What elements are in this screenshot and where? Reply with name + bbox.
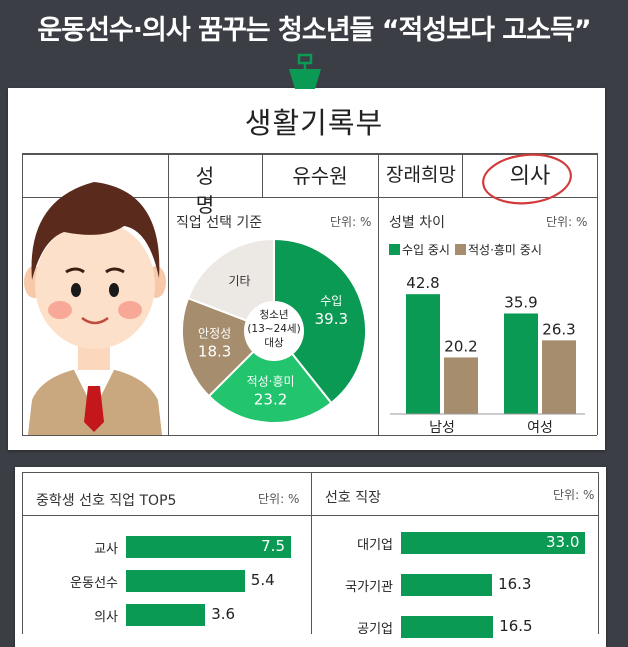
paper-clip-icon <box>289 53 321 89</box>
red-circle-mark <box>482 153 572 205</box>
pie-slice-value: 18.3 <box>198 343 231 361</box>
name-label: 성 명 <box>195 164 237 217</box>
pie-slice <box>186 237 275 333</box>
record-title: 생활기록부 <box>244 106 384 140</box>
workplace-unit: 단위: % <box>553 488 595 502</box>
pie-center-label: (13~24세) <box>247 323 300 335</box>
gender-category-label: 남성 <box>429 420 455 435</box>
top5-bar-value: 5.4 <box>250 571 275 589</box>
legend-swatch-aptitude <box>455 244 466 255</box>
gender-title: 성별 차이 <box>389 215 445 231</box>
work-category-label: 공기업 <box>357 622 393 637</box>
pie-slice-label: 수입 <box>320 294 342 308</box>
gender-bar-value: 35.9 <box>504 293 537 311</box>
top5-category-label: 교사 <box>94 542 118 557</box>
bottom-left-top-border <box>22 472 311 473</box>
legend-income: 수입 중시 <box>402 243 450 257</box>
top5-bar <box>126 536 291 558</box>
top5-bar-value: 3.6 <box>211 605 236 623</box>
bottom-right-border <box>598 472 599 634</box>
table-divider-middle <box>378 153 379 435</box>
bottom-right-top-border <box>311 472 598 473</box>
pie-slice-value: 23.2 <box>254 391 287 409</box>
top5-category-label: 운동선수 <box>70 576 118 591</box>
gender-bar <box>406 294 440 414</box>
pie-unit: 단위: % <box>330 215 372 229</box>
gender-bar-value: 42.8 <box>406 274 439 292</box>
table-divider-name <box>262 153 263 197</box>
pie-slice-label: 기타 <box>229 274 251 288</box>
work-bar-value: 16.3 <box>498 575 532 593</box>
pie-slice-label: 적성·흥미 <box>247 375 295 389</box>
bottom-left-header-line <box>22 515 311 516</box>
gender-bar-value: 26.3 <box>542 320 575 338</box>
table-border-bottom <box>22 435 597 436</box>
gender-bar-value: 20.2 <box>444 337 477 355</box>
pie-title: 직업 선택 기준 <box>176 215 263 231</box>
headline: 운동선수·의사 꿈꾸는 청소년들 “적성보다 고소득” <box>37 15 591 46</box>
table-divider-hope <box>462 153 463 197</box>
hope-value: 의사 <box>509 164 551 189</box>
pie-center-label: 대상 <box>264 337 284 349</box>
table-border-left <box>22 153 23 435</box>
pie-center-hole <box>244 301 304 361</box>
pie-slice <box>207 329 333 424</box>
record-sheet-bottom <box>15 467 606 647</box>
gender-bar <box>504 313 538 414</box>
top5-title: 중학생 선호 직업 TOP5 <box>36 493 177 509</box>
legend-swatch-income <box>389 244 400 255</box>
top5-bar-value: 7.5 <box>261 537 285 555</box>
table-row-divider <box>22 197 597 198</box>
work-bar <box>401 574 493 596</box>
gender-bar <box>444 357 478 414</box>
legend-aptitude: 적성·흥미 중시 <box>468 243 542 257</box>
gender-category-label: 여성 <box>527 420 553 435</box>
pie-center-label: 청소년 <box>260 309 289 321</box>
work-bar <box>401 616 494 638</box>
table-border-top <box>22 153 597 155</box>
bottom-left-border <box>22 472 23 634</box>
top5-bar <box>126 604 206 626</box>
bottom-right-header-line <box>311 515 598 516</box>
name-value: 유수원 <box>292 164 348 188</box>
gender-unit: 단위: % <box>546 215 588 229</box>
work-bar-value: 33.0 <box>546 533 580 551</box>
student-avatar <box>24 182 166 435</box>
gender-bar-chart: 42.8 20.2 남성 35.9 26.3 여성 <box>390 274 585 435</box>
work-bar-value: 16.5 <box>499 617 533 635</box>
pie-slice-value: 39.3 <box>315 310 348 328</box>
pie-slice <box>273 237 367 405</box>
work-category-label: 국가기관 <box>345 580 393 595</box>
top5-category-label: 의사 <box>94 610 118 625</box>
hope-label: 장래희망 <box>386 164 456 186</box>
top5-bar <box>126 570 245 592</box>
workplace-title: 선호 직장 <box>325 490 381 506</box>
table-divider-photo <box>168 153 169 435</box>
bottom-divider <box>311 472 312 634</box>
gender-bar <box>542 340 576 414</box>
pie-slice-label: 안정성 <box>198 327 231 341</box>
top5-unit: 단위: % <box>258 492 300 506</box>
work-bar <box>401 532 586 554</box>
work-category-label: 대기업 <box>357 538 393 553</box>
table-border-right <box>597 153 598 435</box>
